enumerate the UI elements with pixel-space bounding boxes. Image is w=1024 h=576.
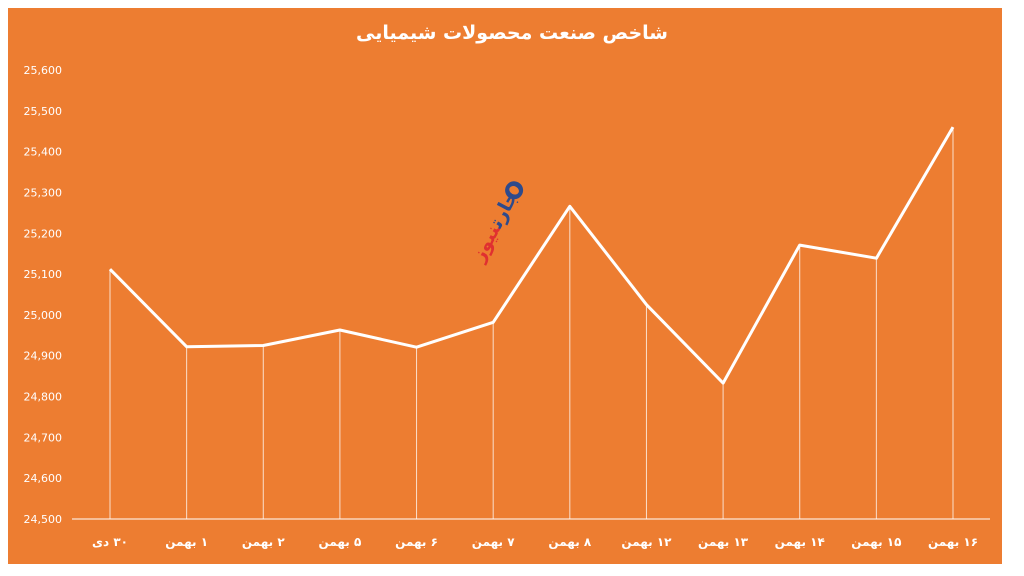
x-tick-label: ۱۶ بهمن xyxy=(928,535,978,549)
y-tick-label: 25,000 xyxy=(24,309,63,322)
x-tick-label: ۱۳ بهمن xyxy=(698,535,749,549)
chart-panel xyxy=(8,8,1002,564)
y-tick-label: 25,300 xyxy=(24,186,63,199)
x-tick-label: ۷ بهمن xyxy=(472,535,515,549)
x-tick-label: ۳۰ دی xyxy=(92,535,128,549)
x-axis: ۳۰ دی ۱ بهمن ۲ بهمن ۵ بهمن ۶ بهمن ۷ بهمن ۸ بهم… xyxy=(92,535,978,549)
y-tick-label: 25,600 xyxy=(24,64,63,77)
y-tick-label: 24,600 xyxy=(24,472,63,485)
y-tick-label: 24,700 xyxy=(24,431,63,444)
y-tick-label: 24,800 xyxy=(24,391,63,404)
y-axis: 24,500 24,600 24,700 24,800 24,900 25,000 25,1… xyxy=(24,64,63,526)
drop-lines xyxy=(109,127,954,519)
y-tick-label: 25,400 xyxy=(24,146,63,159)
x-tick-label: ۲ بهمن xyxy=(242,535,285,549)
y-tick-label: 25,100 xyxy=(24,268,63,281)
x-tick-label: ۱۲ بهمن xyxy=(621,535,672,549)
x-tick-label: ۱۴ بهمن xyxy=(775,535,825,549)
x-tick-label: ۶ بهمن xyxy=(395,535,438,549)
series-line xyxy=(108,126,955,385)
y-tick-label: 24,900 xyxy=(24,350,63,363)
x-tick-label: ۱ بهمن xyxy=(165,535,208,549)
y-tick-label: 25,200 xyxy=(24,227,63,240)
chart-title: شاخص صنعت محصولات شیمیایی xyxy=(356,22,668,44)
x-tick-label: ۵ بهمن xyxy=(319,535,362,549)
x-tick-label: ۸ بهمن xyxy=(548,535,591,549)
y-tick-label: 24,500 xyxy=(24,513,63,526)
y-tick-label: 25,500 xyxy=(24,105,63,118)
x-tick-label: ۱۵ بهمن xyxy=(851,535,901,549)
